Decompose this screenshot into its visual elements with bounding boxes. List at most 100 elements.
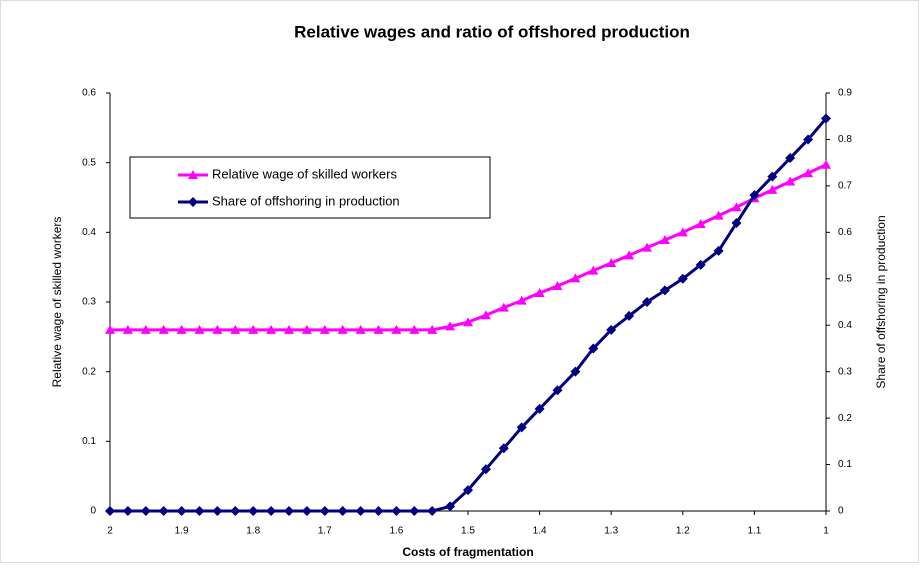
data-point [248, 506, 259, 516]
x-tick-label: 1.2 [676, 526, 690, 537]
x-tick-label: 1.7 [318, 526, 332, 537]
data-point [570, 273, 581, 283]
data-point [767, 171, 778, 182]
data-point [391, 324, 402, 334]
y-tick-label: 0.1 [82, 436, 96, 447]
data-point [731, 218, 742, 229]
data-point [463, 317, 473, 327]
legend-box [129, 156, 491, 219]
data-point [409, 324, 420, 334]
data-point [355, 324, 366, 334]
y2-tick-label: 0.7 [838, 181, 852, 192]
y2-tick-label: 0.9 [838, 88, 852, 99]
data-point [821, 113, 831, 124]
data-point [140, 324, 151, 334]
data-point [570, 366, 581, 377]
data-point [624, 250, 635, 260]
data-point [409, 506, 420, 516]
data-point [158, 324, 169, 334]
data-point [284, 506, 294, 516]
data-point [695, 218, 706, 228]
data-point [713, 210, 724, 220]
y2-tick-label: 0.8 [838, 134, 852, 145]
data-point [480, 310, 491, 320]
data-point [337, 506, 348, 516]
data-point [516, 422, 527, 433]
legend-label: Share of offshoring in production [212, 193, 400, 208]
y2-tick-label: 0.5 [838, 273, 852, 284]
x-tick-label: 1.8 [246, 526, 260, 537]
data-point [194, 506, 205, 516]
data-point [767, 184, 778, 194]
y2-tick-label: 0.3 [838, 366, 852, 377]
x-tick-label: 1.4 [533, 526, 547, 537]
data-point [642, 242, 652, 252]
data-point [821, 159, 831, 169]
x-tick-label: 1.6 [389, 526, 403, 537]
data-point [355, 506, 366, 516]
x-axis-label: Costs of fragmentation [402, 545, 533, 559]
data-point [463, 485, 473, 496]
data-point [122, 324, 133, 334]
data-point [552, 385, 563, 396]
data-point [284, 324, 294, 334]
data-point [552, 280, 563, 290]
data-point [480, 464, 491, 475]
chart-title: Relative wages and ratio of offshored pr… [294, 22, 690, 41]
data-point [391, 506, 402, 516]
data-point [212, 506, 223, 516]
data-point [105, 506, 115, 516]
data-point [319, 506, 330, 516]
data-point [176, 506, 187, 516]
data-point [301, 324, 312, 334]
y2-tick-label: 0.6 [838, 227, 852, 238]
data-point [194, 324, 205, 334]
data-point [606, 324, 617, 335]
data-point [427, 324, 438, 334]
data-point [677, 273, 688, 284]
y-tick-label: 0.2 [82, 366, 96, 377]
data-point [140, 506, 151, 516]
y-tick-label: 0.3 [82, 297, 96, 308]
data-point [445, 321, 456, 331]
data-point [534, 403, 545, 414]
data-point [373, 324, 384, 334]
data-point [248, 324, 259, 334]
data-point [176, 324, 187, 334]
data-point [785, 176, 796, 186]
legend-marker [188, 197, 198, 207]
data-point [230, 506, 241, 516]
data-point [803, 134, 814, 145]
x-tick-label: 2 [107, 526, 113, 537]
x-tick-label: 1.3 [604, 526, 618, 537]
data-point [319, 324, 330, 334]
data-point [642, 297, 652, 307]
data-point [749, 190, 760, 201]
data-point [105, 324, 115, 334]
data-point [731, 202, 742, 212]
data-point [337, 324, 348, 334]
data-point [498, 443, 509, 454]
data-point [534, 287, 545, 297]
y-tick-label: 0.4 [82, 227, 96, 238]
data-point [516, 295, 527, 305]
frame [0, 0, 919, 563]
data-point [266, 324, 277, 334]
data-point [122, 506, 133, 516]
data-point [158, 506, 169, 516]
data-point [427, 506, 438, 516]
y2-axis-label: Share of offshoring in production [874, 215, 888, 388]
data-point [266, 506, 277, 516]
data-point [230, 324, 241, 334]
y-tick-label: 0 [90, 506, 96, 517]
data-point [803, 168, 814, 178]
data-point [695, 259, 706, 270]
y-tick-label: 0.5 [82, 157, 96, 168]
data-point [713, 245, 724, 256]
legend-marker [188, 170, 198, 179]
legend-label: Relative wage of skilled workers [212, 166, 397, 181]
y-axis-label: Relative wage of skilled workers [50, 217, 64, 388]
data-point [445, 501, 456, 512]
data-point [677, 227, 688, 237]
x-tick-label: 1 [823, 526, 829, 537]
